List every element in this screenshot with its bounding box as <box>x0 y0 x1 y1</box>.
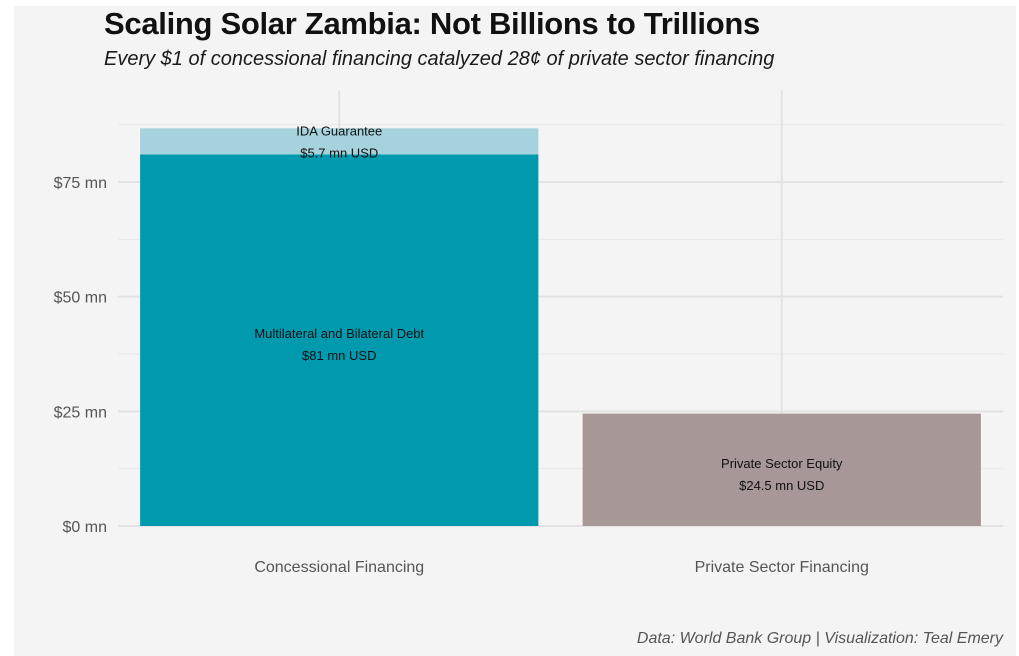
bar-label-value: $24.5 mn USD <box>739 478 824 493</box>
bar-label-value: $81 mn USD <box>302 348 376 363</box>
chart-title: Scaling Solar Zambia: Not Billions to Tr… <box>104 6 760 41</box>
chart-caption: Data: World Bank Group | Visualization: … <box>636 630 1003 647</box>
bar-label-name: Multilateral and Bilateral Debt <box>254 326 424 341</box>
bar-label-name: Private Sector Equity <box>721 456 843 471</box>
bar-label-name: IDA Guarantee <box>296 123 382 138</box>
y-tick-label: $75 mn <box>54 175 107 192</box>
y-tick-label: $0 mn <box>63 519 107 536</box>
x-tick-label: Concessional Financing <box>254 559 424 576</box>
bar-multilateral-and-bilateral-debt <box>140 154 539 527</box>
y-tick-label: $50 mn <box>54 290 107 307</box>
y-tick-label: $25 mn <box>54 404 107 421</box>
bar-ida-guarantee <box>140 128 539 155</box>
bar-label-value: $5.7 mn USD <box>300 145 378 160</box>
chart-subtitle: Every $1 of concessional financing catal… <box>104 48 775 70</box>
bar-private-sector-equity <box>582 413 981 526</box>
x-tick-label: Private Sector Financing <box>695 559 869 576</box>
